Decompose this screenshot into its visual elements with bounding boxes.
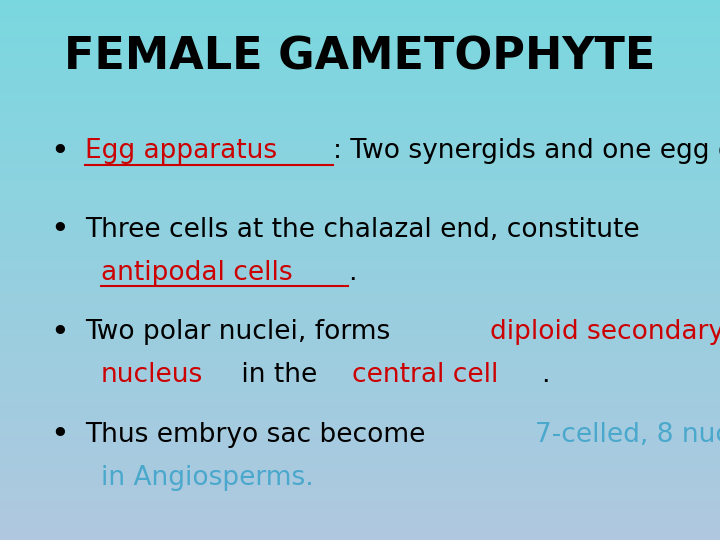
Text: •: • xyxy=(50,316,69,348)
Text: Thus embryo sac become: Thus embryo sac become xyxy=(85,422,433,448)
Text: •: • xyxy=(50,136,69,167)
Text: nucleus: nucleus xyxy=(101,362,203,388)
Text: 7-celled, 8 nucleate: 7-celled, 8 nucleate xyxy=(535,422,720,448)
Text: .: . xyxy=(541,362,549,388)
Text: antipodal cells: antipodal cells xyxy=(101,260,292,286)
Text: FEMALE GAMETOPHYTE: FEMALE GAMETOPHYTE xyxy=(64,35,656,78)
Text: in the: in the xyxy=(233,362,325,388)
Text: •: • xyxy=(50,419,69,450)
Text: : Two synergids and one egg cell: : Two synergids and one egg cell xyxy=(333,138,720,164)
Text: Two polar nuclei, forms: Two polar nuclei, forms xyxy=(85,319,399,345)
Text: Egg apparatus: Egg apparatus xyxy=(85,138,277,164)
Text: in Angiosperms.: in Angiosperms. xyxy=(101,465,313,491)
Text: diploid secondary: diploid secondary xyxy=(490,319,720,345)
Text: central cell: central cell xyxy=(352,362,499,388)
Text: .: . xyxy=(348,260,356,286)
Text: •: • xyxy=(50,214,69,245)
Text: Three cells at the chalazal end, constitute: Three cells at the chalazal end, constit… xyxy=(85,217,639,242)
